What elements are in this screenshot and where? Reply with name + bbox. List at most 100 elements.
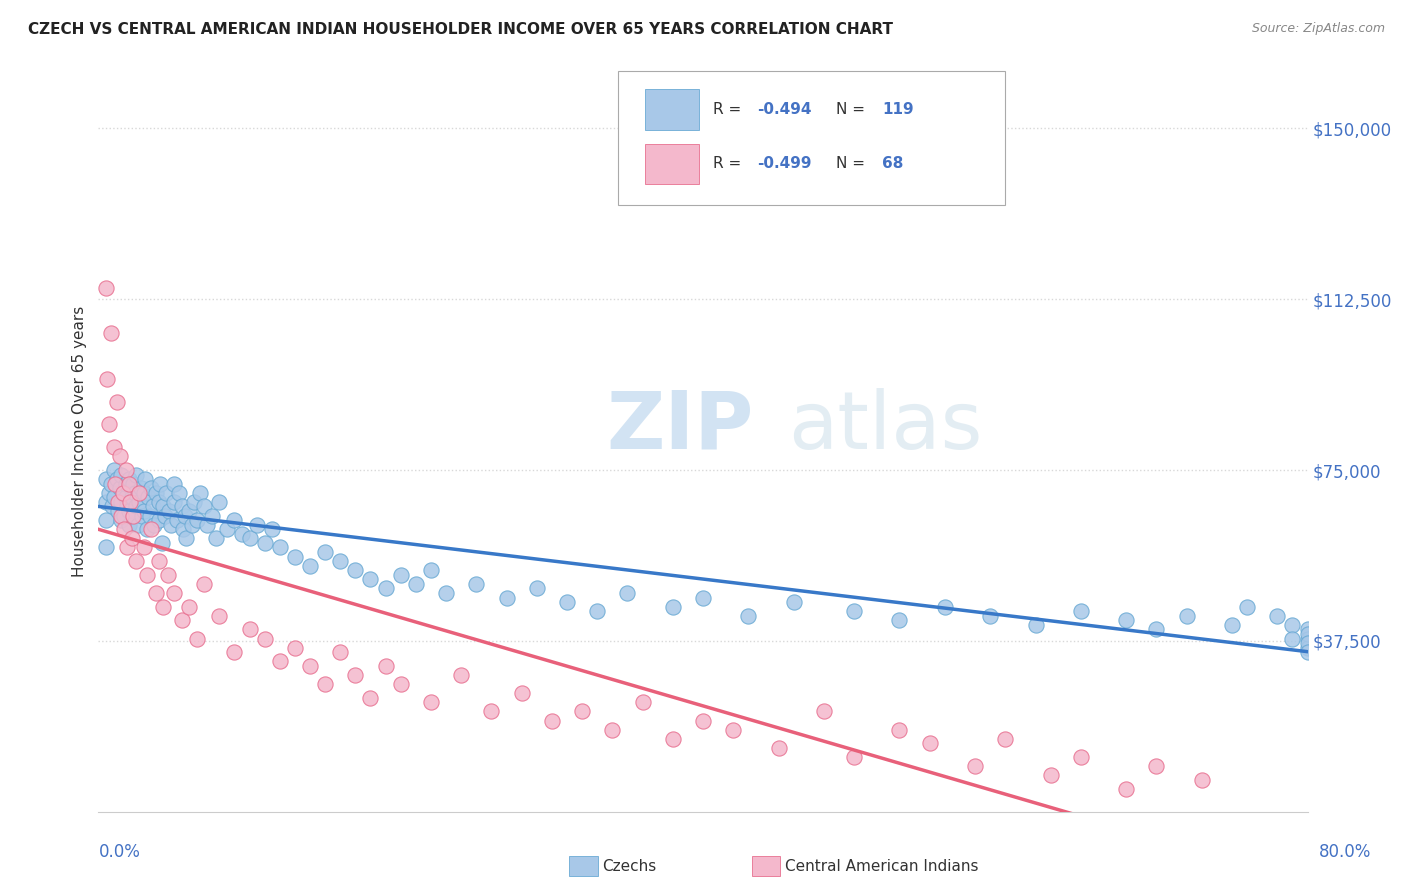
Point [100, 326, 122, 341]
Point [112, 508, 135, 523]
Point [284, 640, 307, 655]
Point [98, 417, 121, 432]
Point [98, 485, 121, 500]
Point [1115, 781, 1137, 796]
Point [1115, 613, 1137, 627]
Point [1070, 604, 1092, 618]
Text: 119: 119 [882, 103, 914, 118]
Point [1267, 608, 1289, 623]
Point [104, 476, 127, 491]
Point [131, 508, 153, 523]
Point [118, 504, 141, 518]
Point [1191, 772, 1213, 787]
Point [94, 541, 117, 555]
Point [148, 554, 170, 568]
Point [1144, 623, 1167, 637]
Point [105, 472, 128, 486]
Point [163, 476, 186, 491]
Point [125, 467, 148, 482]
Point [94, 495, 117, 509]
Point [181, 517, 204, 532]
Point [205, 532, 228, 546]
Point [186, 632, 208, 646]
Point [124, 485, 146, 500]
Point [145, 485, 167, 500]
Point [135, 567, 157, 582]
Point [132, 504, 155, 518]
Point [723, 723, 745, 737]
Point [540, 714, 562, 728]
Point [1175, 608, 1198, 623]
Text: -0.499: -0.499 [758, 156, 811, 171]
FancyBboxPatch shape [619, 71, 1005, 204]
Point [114, 491, 136, 505]
Point [94, 513, 117, 527]
Point [692, 591, 714, 605]
Point [389, 567, 412, 582]
Point [934, 599, 956, 614]
Point [129, 481, 152, 495]
Point [360, 573, 382, 587]
Y-axis label: Householder Income Over 65 years: Householder Income Over 65 years [72, 306, 87, 577]
Text: ZIP: ZIP [606, 388, 754, 466]
Point [979, 608, 1001, 623]
Point [224, 513, 246, 527]
Point [994, 731, 1017, 746]
Point [103, 491, 125, 505]
Point [121, 491, 143, 505]
Point [889, 613, 911, 627]
Point [813, 705, 835, 719]
Point [150, 536, 173, 550]
Point [616, 586, 638, 600]
Text: Source: ZipAtlas.com: Source: ZipAtlas.com [1251, 22, 1385, 36]
Point [768, 740, 790, 755]
Point [166, 513, 188, 527]
Point [163, 495, 186, 509]
Point [94, 472, 117, 486]
Point [299, 558, 322, 573]
Point [571, 705, 593, 719]
Point [374, 659, 396, 673]
Point [128, 485, 150, 500]
Point [1296, 645, 1319, 659]
Point [101, 500, 124, 514]
Point [108, 481, 131, 495]
Point [208, 608, 231, 623]
Point [314, 545, 336, 559]
Point [125, 500, 148, 514]
Point [193, 577, 215, 591]
Point [145, 586, 167, 600]
Point [965, 759, 987, 773]
Point [160, 517, 183, 532]
Point [420, 695, 443, 709]
Point [495, 591, 517, 605]
Point [188, 485, 211, 500]
Point [1296, 627, 1319, 641]
Point [344, 668, 367, 682]
Point [405, 577, 427, 591]
Point [208, 495, 231, 509]
Point [134, 472, 156, 486]
Point [555, 595, 578, 609]
Point [174, 532, 197, 546]
Point [1236, 599, 1258, 614]
Point [374, 582, 396, 596]
Point [783, 595, 806, 609]
Point [148, 495, 170, 509]
Point [450, 668, 472, 682]
Point [170, 500, 193, 514]
Point [586, 604, 609, 618]
Point [141, 522, 163, 536]
Point [1070, 750, 1092, 764]
Point [122, 508, 145, 523]
Point [389, 677, 412, 691]
Point [94, 281, 117, 295]
Point [143, 517, 166, 532]
Point [179, 504, 201, 518]
Text: Czechs: Czechs [602, 859, 657, 873]
Point [103, 463, 125, 477]
Point [152, 599, 174, 614]
Point [111, 485, 134, 500]
Text: -0.494: -0.494 [758, 103, 811, 118]
Point [125, 554, 148, 568]
